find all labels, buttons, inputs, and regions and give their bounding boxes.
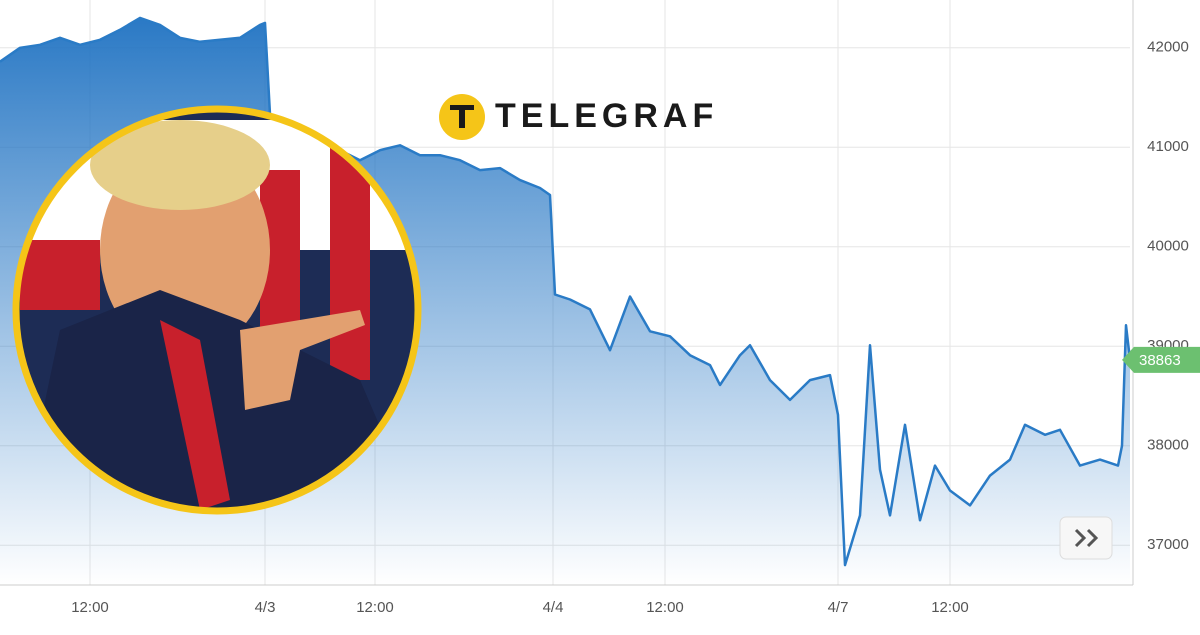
photo-tie xyxy=(160,320,230,510)
x-tick-label: 12:00 xyxy=(71,599,109,616)
y-tick-label: 38000 xyxy=(1147,437,1189,454)
photo-flag xyxy=(20,240,100,310)
photo-suit xyxy=(20,290,417,510)
y-tick-label: 37000 xyxy=(1147,536,1189,553)
x-tick-label: 4/3 xyxy=(255,599,276,616)
logo-icon-part xyxy=(450,105,474,110)
x-tick-label: 12:00 xyxy=(356,599,394,616)
y-tick-label: 41000 xyxy=(1147,138,1189,155)
last-price-label: 38863 xyxy=(1139,352,1181,369)
photo-frame xyxy=(12,105,422,515)
photo-hand xyxy=(240,310,365,410)
button-icon[interactable] xyxy=(1074,528,1087,548)
last-price-tag xyxy=(1122,346,1200,373)
logo-icon-part xyxy=(459,110,465,128)
logo: TELEGRAF xyxy=(439,94,718,140)
y-tick-label: 40000 xyxy=(1147,238,1189,255)
scroll-button[interactable] xyxy=(1059,516,1113,560)
x-tick-label: 4/7 xyxy=(828,599,849,616)
photo-flag xyxy=(330,140,370,380)
x-tick-label: 12:00 xyxy=(646,599,684,616)
x-tick-label: 4/4 xyxy=(543,599,564,616)
y-tick-label: 42000 xyxy=(1147,39,1189,56)
photo-hair xyxy=(90,120,270,210)
photo xyxy=(17,110,417,510)
price-line xyxy=(0,16,1132,567)
logo-text: TELEGRAF xyxy=(495,97,718,135)
x-tick-label: 12:00 xyxy=(931,599,969,616)
button-icon[interactable] xyxy=(1086,528,1099,548)
